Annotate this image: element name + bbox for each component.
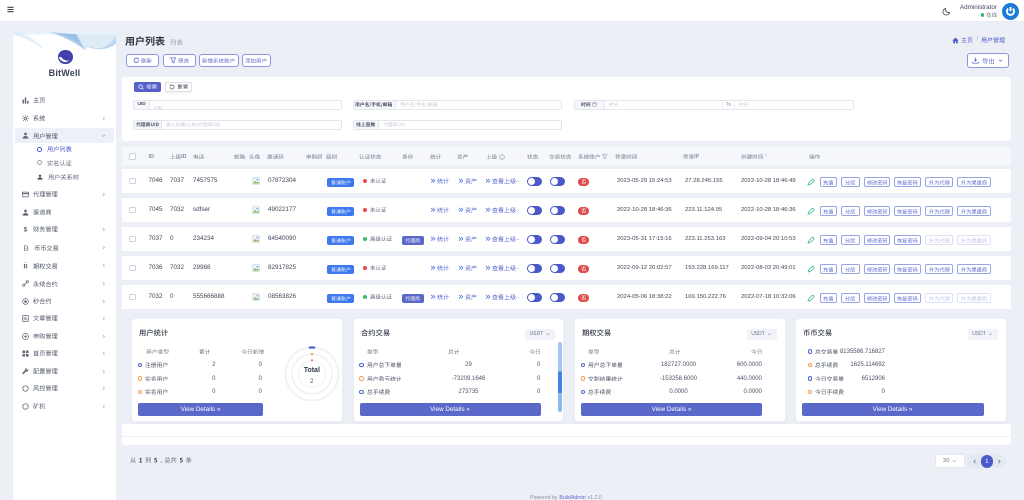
svg-text:B: B	[23, 244, 28, 252]
svg-text:B: B	[23, 263, 28, 269]
svg-text:$: $	[23, 226, 27, 232]
